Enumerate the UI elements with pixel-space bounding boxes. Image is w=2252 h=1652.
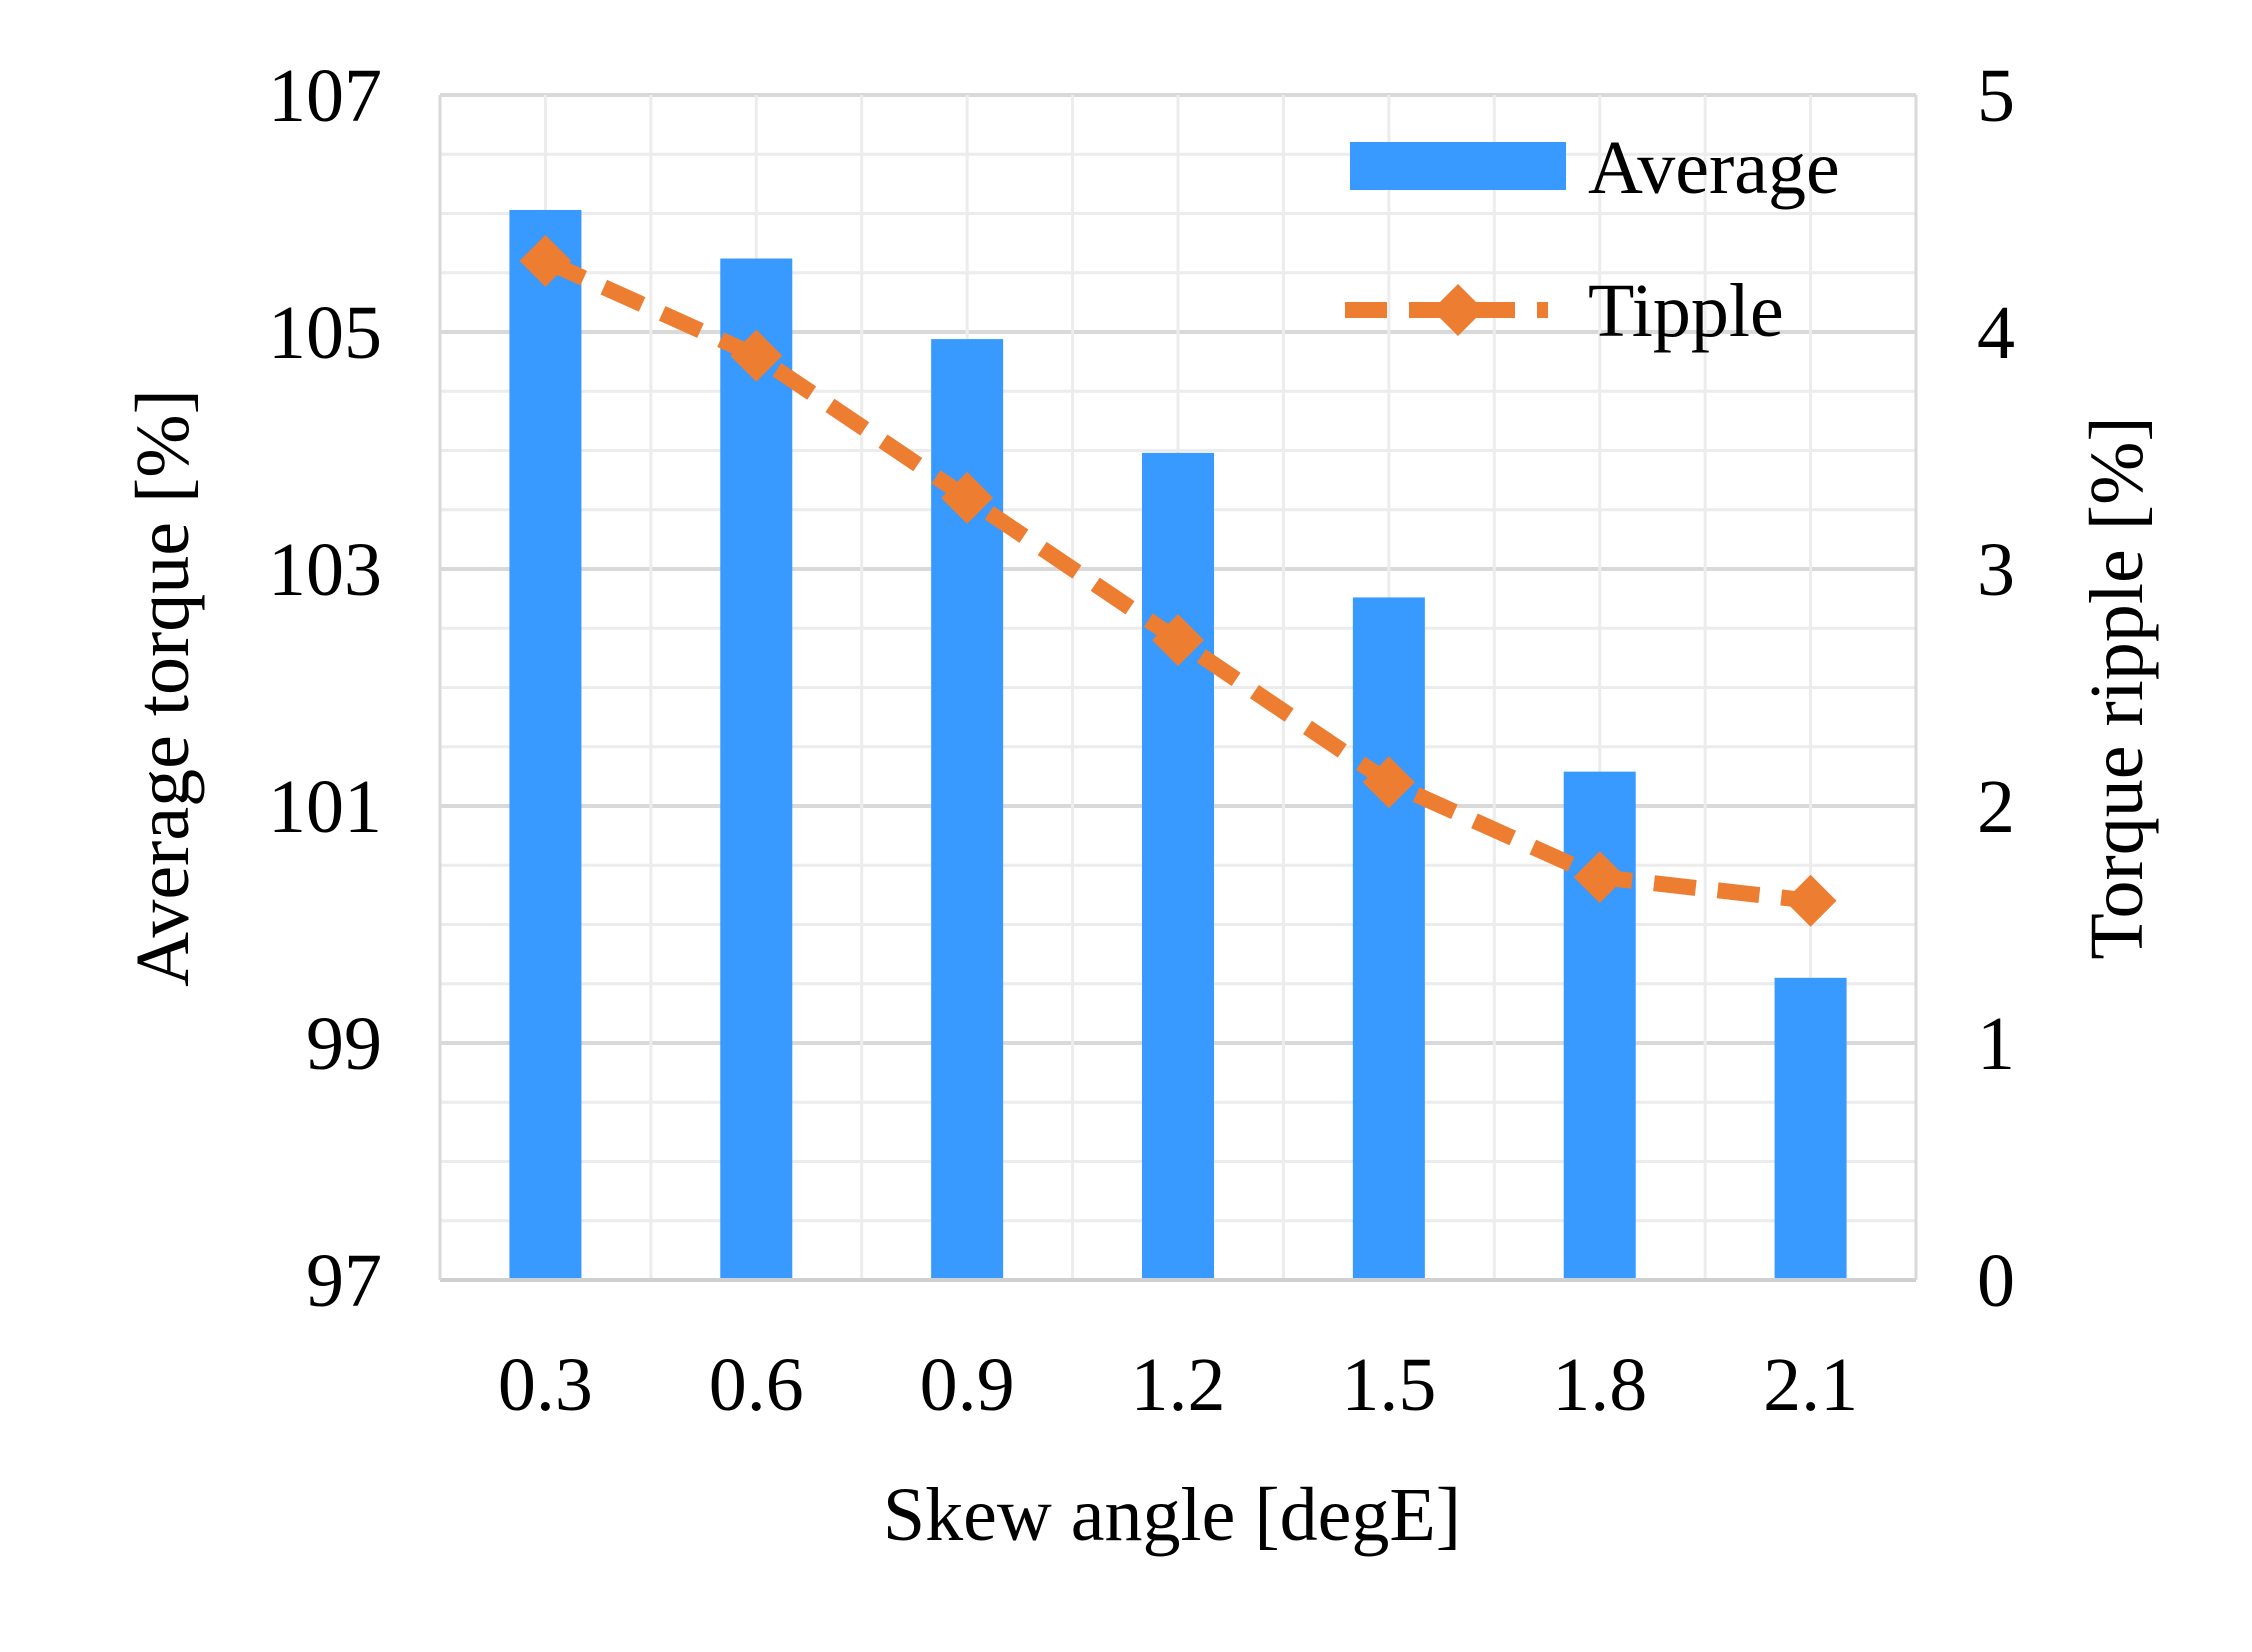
- marker-tipple: [1784, 874, 1837, 927]
- left-tick-label: 105: [268, 291, 382, 375]
- right-tick-label: 2: [1977, 765, 2015, 849]
- x-tick-label: 0.9: [920, 1343, 1015, 1427]
- marker-tipple: [941, 471, 994, 524]
- left-axis-title: Average torque [%]: [121, 389, 205, 987]
- x-tick-label: 0.3: [498, 1343, 593, 1427]
- right-tick-label: 3: [1977, 528, 2015, 612]
- right-axis-ticks: 0 1 2 3 4 5: [1977, 54, 2015, 1323]
- left-tick-label: 101: [268, 765, 382, 849]
- left-tick-label: 103: [268, 528, 382, 612]
- x-tick-label: 1.5: [1341, 1343, 1436, 1427]
- x-tick-label: 1.8: [1552, 1343, 1647, 1427]
- bar-average: [509, 209, 582, 1280]
- bar-series: [509, 209, 1847, 1280]
- legend-average-label: Average: [1588, 126, 1840, 210]
- marker-tipple: [1573, 851, 1626, 904]
- x-tick-label: 0.6: [709, 1343, 804, 1427]
- marker-tipple: [1362, 756, 1415, 809]
- axes: [438, 95, 1918, 1282]
- right-tick-label: 0: [1977, 1239, 2015, 1323]
- legend: Average Tipple: [1345, 126, 1840, 353]
- line-series: [519, 234, 1837, 927]
- x-axis-ticks: 0.3 0.6 0.9 1.2 1.5 1.8 2.1: [498, 1343, 1858, 1427]
- marker-tipple: [519, 234, 572, 287]
- bar-average: [1352, 597, 1425, 1280]
- bar-average: [1774, 977, 1847, 1280]
- x-axis-title: Skew angle [degE]: [883, 1473, 1461, 1557]
- legend-tipple-label: Tipple: [1588, 269, 1784, 353]
- marker-tipple: [730, 329, 783, 382]
- right-axis-title: Torque ripple [%]: [2075, 416, 2159, 959]
- marker-tipple: [1152, 614, 1204, 667]
- left-tick-label: 107: [268, 54, 382, 138]
- right-tick-label: 1: [1977, 1002, 2015, 1086]
- left-tick-label: 99: [306, 1002, 382, 1086]
- x-tick-label: 1.2: [1131, 1343, 1226, 1427]
- legend-average-swatch: [1350, 142, 1566, 190]
- legend-tipple-marker: [1432, 284, 1484, 336]
- left-axis-ticks: 97 99 101 103 105 107: [268, 54, 382, 1323]
- bar-average: [1563, 771, 1636, 1280]
- right-tick-label: 5: [1977, 54, 2015, 138]
- bar-average: [1142, 452, 1214, 1280]
- left-tick-label: 97: [306, 1239, 382, 1323]
- x-tick-label: 2.1: [1763, 1343, 1858, 1427]
- bar-average: [720, 258, 793, 1280]
- right-tick-label: 4: [1977, 291, 2015, 375]
